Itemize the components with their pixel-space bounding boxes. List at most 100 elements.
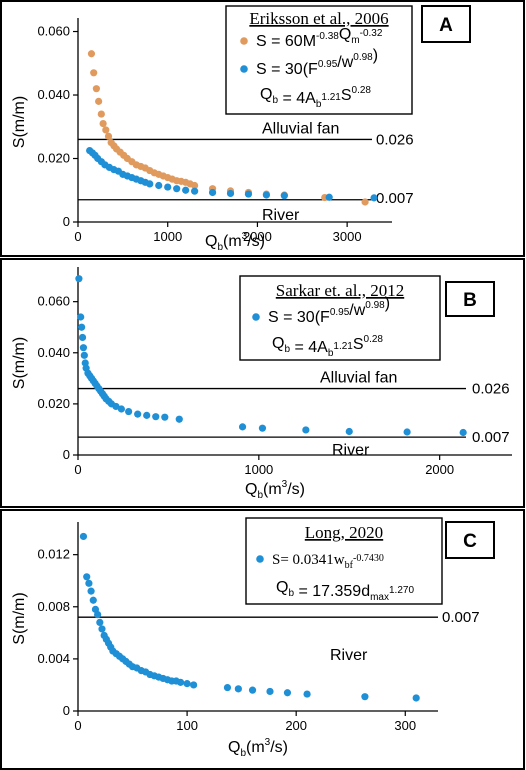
data-point bbox=[161, 413, 169, 421]
y-tick-label: 0.020 bbox=[37, 396, 70, 411]
data-point bbox=[85, 579, 93, 587]
series-blue bbox=[86, 146, 378, 202]
data-point bbox=[345, 427, 353, 436]
y-tick-label: 0.040 bbox=[37, 87, 70, 102]
data-point bbox=[92, 85, 100, 93]
data-point bbox=[77, 313, 85, 321]
legend-equation: Qb = 4Ab1.21S0.28 bbox=[260, 85, 371, 110]
data-point bbox=[190, 681, 198, 689]
data-point bbox=[112, 402, 120, 411]
chart-panel-b: 0 1000 2000 0 0.020 0.040 0.060 Qb(m3/s) S(m/m) 0… bbox=[0, 258, 525, 508]
data-point bbox=[302, 426, 310, 434]
data-point bbox=[87, 587, 95, 595]
data-point bbox=[79, 344, 88, 352]
data-point bbox=[244, 190, 253, 198]
data-point bbox=[223, 683, 232, 692]
data-point bbox=[96, 618, 104, 627]
data-point bbox=[102, 126, 110, 134]
data-point bbox=[97, 110, 105, 118]
data-point bbox=[117, 405, 125, 413]
data-point bbox=[143, 411, 151, 419]
panel-letter: C bbox=[463, 531, 477, 552]
x-tick-label: 2000 bbox=[425, 462, 454, 477]
data-point bbox=[173, 185, 181, 193]
data-point bbox=[283, 689, 292, 697]
y-axis-title: S(m/m) bbox=[11, 96, 28, 148]
chart-panel-c: 0 100 200 300 0 0.004 0.008 0.012 Qb(m3/s) S(m/m)… bbox=[0, 509, 525, 770]
x-tick-label: 200 bbox=[285, 718, 307, 733]
reference-value-label: 0.007 bbox=[442, 609, 480, 626]
data-point bbox=[248, 686, 257, 694]
region-label: River bbox=[332, 442, 370, 459]
series-blue bbox=[75, 275, 467, 437]
data-point bbox=[89, 596, 97, 604]
x-tick-label: 0 bbox=[74, 718, 81, 733]
legend-entry: S = 30(F0.95/w0.98) bbox=[268, 295, 390, 326]
y-tick-label: 0.004 bbox=[37, 651, 70, 666]
data-point bbox=[98, 625, 106, 633]
data-point bbox=[83, 573, 91, 581]
legend-title: Sarkar et. al., 2012 bbox=[276, 281, 404, 300]
panel-frame bbox=[0, 258, 525, 508]
data-point bbox=[125, 407, 133, 416]
data-point bbox=[79, 532, 88, 541]
reference-value-label: 0.026 bbox=[376, 131, 414, 148]
reference-value-label: 0.026 bbox=[472, 381, 510, 398]
y-tick-label: 0 bbox=[63, 703, 70, 718]
panel-frame bbox=[0, 509, 525, 770]
data-point bbox=[361, 693, 369, 701]
series-orange bbox=[87, 50, 369, 206]
data-point bbox=[412, 694, 420, 702]
legend-box bbox=[225, 5, 413, 115]
panel-letter-box bbox=[445, 521, 495, 559]
data-point bbox=[94, 610, 102, 619]
x-tick-label: 3000 bbox=[333, 229, 362, 244]
legend-equation: Qb = 17.359dmax1.270 bbox=[276, 579, 414, 603]
data-point bbox=[234, 685, 242, 693]
data-point bbox=[361, 198, 369, 206]
chart-panel-a: 0 1000 2000 3000 0 0.020 0.040 0.060 Qb(m3/s) S(m… bbox=[0, 0, 525, 257]
data-point bbox=[78, 323, 86, 331]
y-tick-label: 0.060 bbox=[37, 294, 70, 309]
data-point bbox=[175, 415, 183, 423]
data-point bbox=[90, 69, 98, 77]
region-label: Alluvial fan bbox=[262, 120, 339, 137]
data-point bbox=[164, 183, 172, 191]
legend-entry: S = 60M-0.38Qm-0.32 bbox=[256, 26, 383, 50]
data-point bbox=[238, 423, 247, 431]
y-axis-title: S(m/m) bbox=[11, 592, 28, 644]
x-axis-title: Qb(m3/s) bbox=[245, 479, 305, 501]
x-tick-label: 0 bbox=[74, 462, 81, 477]
legend-entry: S = 30(F0.95/w0.98) bbox=[256, 47, 378, 78]
data-point bbox=[104, 132, 113, 140]
data-point bbox=[152, 413, 160, 421]
data-point bbox=[280, 192, 288, 200]
x-tick-label: 1000 bbox=[153, 229, 182, 244]
reference-value-label: 0.007 bbox=[472, 429, 510, 446]
data-point bbox=[303, 690, 311, 698]
data-point bbox=[80, 351, 88, 359]
x-tick-label: 1000 bbox=[244, 462, 273, 477]
data-point bbox=[258, 424, 267, 432]
data-point bbox=[182, 186, 190, 194]
data-point bbox=[99, 119, 107, 128]
data-point bbox=[226, 189, 235, 198]
data-point bbox=[87, 50, 96, 58]
panel-letter: B bbox=[463, 290, 477, 311]
y-tick-label: 0.040 bbox=[37, 345, 70, 360]
data-point bbox=[183, 680, 191, 688]
data-point bbox=[134, 410, 142, 418]
legend-box bbox=[239, 275, 441, 361]
legend-marker bbox=[240, 37, 248, 45]
y-tick-label: 0.020 bbox=[37, 151, 70, 166]
data-point bbox=[262, 191, 270, 199]
region-label: River bbox=[330, 647, 368, 664]
data-point bbox=[95, 97, 103, 105]
legend-marker bbox=[252, 313, 260, 321]
y-tick-label: 0 bbox=[63, 214, 70, 229]
reference-value-label: 0.007 bbox=[376, 190, 414, 207]
legend-title: Long, 2020 bbox=[305, 523, 383, 542]
panel-letter-box bbox=[445, 281, 495, 317]
data-point bbox=[191, 181, 199, 190]
